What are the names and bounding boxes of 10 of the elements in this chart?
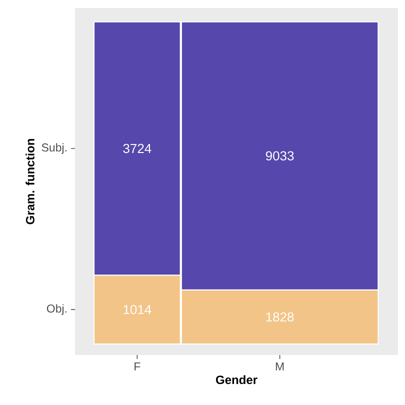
category-label: M [276,362,284,370]
text: Obj. [46,304,66,315]
data-label: 9033 [266,151,294,160]
data-label: 1828 [266,312,294,322]
category-label: F [134,362,140,370]
text: Subj. [42,143,66,154]
data-label: 1014 [124,304,152,314]
text: Gram. function [26,139,34,224]
text: Gender [216,375,258,384]
data-label: 3724 [123,144,152,154]
